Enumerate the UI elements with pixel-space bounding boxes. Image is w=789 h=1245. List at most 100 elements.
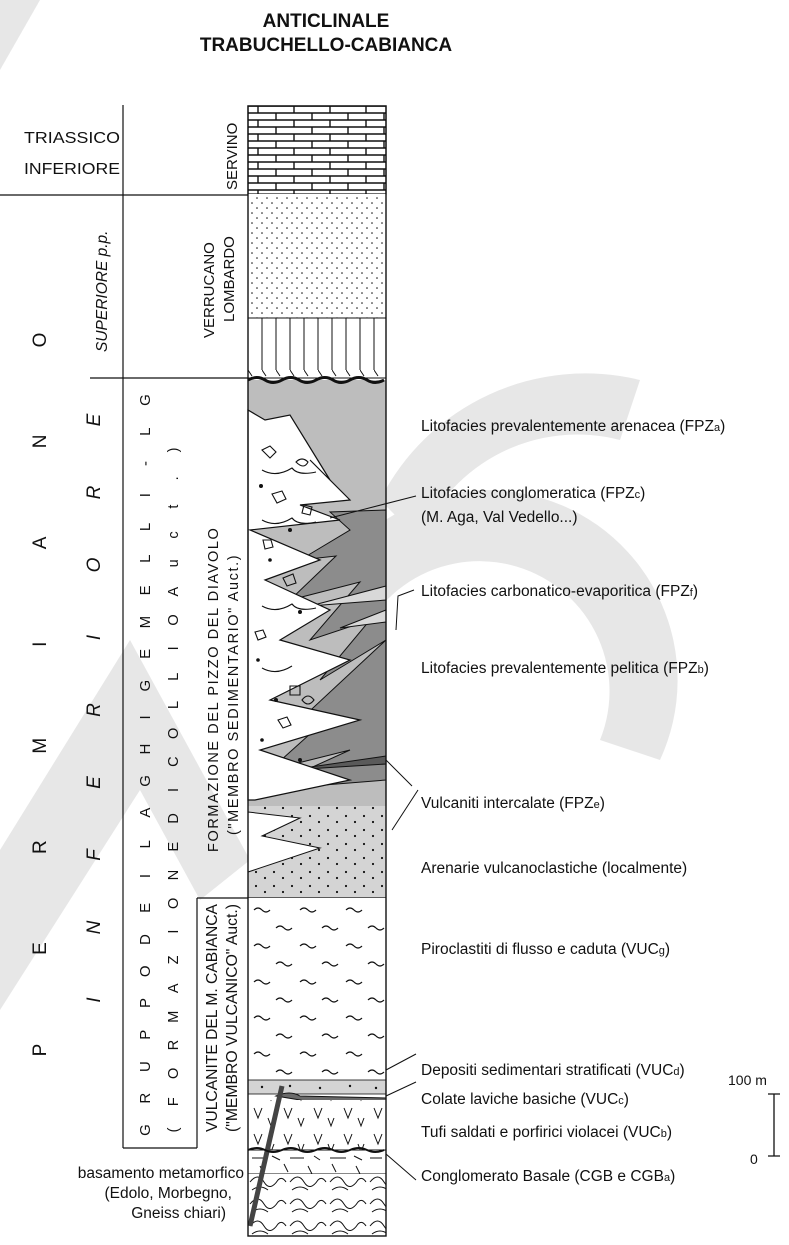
inferiore-letters-letter: F (84, 848, 105, 861)
unconformity-lower (247, 1147, 385, 1153)
legend-item-text: Litofacies prevalentemente arenacea (FPZ (421, 418, 714, 435)
legend-item: Colate laviche basiche (VUCc) (421, 1091, 629, 1108)
formazione-collio-label: (F O R M A Z I O N E D I C O L L I O Au c t.) (166, 448, 182, 1133)
legend-item: Tufi saldati e porfirici violacei (VUCb) (421, 1124, 672, 1141)
legend-item-text: Litofacies prevalentemente pelitica (FPZ (421, 660, 698, 677)
gruppo-letters-letter: - (137, 461, 154, 466)
legend-item-subscript: e (594, 799, 600, 811)
legend-item: Piroclastiti di flusso e caduta (VUCg) (421, 941, 670, 958)
stratigraphic-column (247, 105, 387, 1237)
basement-label-3: Gneiss chiari) (131, 1205, 226, 1222)
lower-permian-vertical-label: I N F E R I O R E (84, 413, 105, 1002)
inferiore-letters-letter: O (84, 557, 105, 572)
gruppo-letters-letter: I (137, 493, 154, 497)
unconformity-upper (247, 376, 385, 384)
legend-item: Litofacies carbonatico-evaporitica (FPZf… (421, 583, 698, 600)
gruppo-letters-letter: G (137, 680, 154, 692)
gruppo-letters-letter: H (137, 744, 154, 755)
gruppo-letters-letter: M (137, 616, 154, 629)
collio-letters-letter: I (166, 788, 182, 792)
inferiore-letters-letter: E (84, 413, 105, 426)
piroclastiti-layer (248, 898, 386, 1080)
collio-letters-letter: O (166, 728, 182, 739)
inferiore-letters-letter: I (84, 997, 105, 1003)
legend-item: Litofacies prevalentemente arenacea (FPZ… (421, 418, 725, 435)
gruppo-letters-letter: A (137, 808, 154, 818)
triassic-label-1: TRIASSICO (24, 130, 120, 147)
legend-item: (M. Aga, Val Vedello...) (421, 509, 578, 526)
servino-layer (247, 105, 387, 195)
legend-item-subscript: a (714, 422, 721, 434)
gruppo-letters-letter: P (137, 1030, 154, 1040)
collio-letters-letter: O (166, 1068, 182, 1079)
gruppo-letters-letter: L (137, 428, 154, 436)
collio-letters-letter: A (166, 983, 182, 993)
legend-item-text: (M. Aga, Val Vedello...) (421, 509, 578, 526)
collio-letters-letter: D (166, 813, 182, 823)
legend-item: Conglomerato Basale (CGB e CGBa) (421, 1168, 675, 1185)
legend-item-subscript: a (664, 1172, 671, 1184)
collio-letters-letter: I (166, 646, 182, 650)
gruppo-letters-letter: L (137, 523, 154, 531)
gruppo-letters-letter: L (137, 555, 154, 563)
legend-item-text: Vulcaniti intercalate (FPZ (421, 795, 594, 812)
legend-item-end: ) (680, 1062, 685, 1079)
legend-item-text: Piroclastiti di flusso e caduta (VUC (421, 941, 659, 958)
legend: Litofacies prevalentemente arenacea (FPZ… (421, 418, 725, 1185)
permian-letters-letter: E (30, 942, 51, 955)
collio-letters-letter: t (166, 505, 182, 509)
legend-item-text: Conglomerato Basale (CGB e CGB (421, 1168, 664, 1185)
inferiore-letters-letter: N (84, 920, 105, 934)
clasts (254, 445, 317, 729)
inferiore-letters-letter: E (84, 776, 105, 789)
inferiore-letters-letter: I (84, 634, 105, 640)
legend-item-end: ) (600, 795, 605, 812)
gruppo-letters-letter: E (137, 649, 154, 659)
legend-item-subscript: g (659, 945, 665, 957)
basement-layer (248, 1174, 386, 1236)
legend-item-subscript: c (635, 489, 641, 501)
legend-item-end: ) (704, 660, 709, 677)
permian-letters-letter: A (30, 536, 51, 549)
legend-item-end: ) (720, 418, 725, 435)
legend-item: Depositi sedimentari stratificati (VUCd) (421, 1062, 685, 1079)
legend-item-subscript: c (618, 1095, 624, 1107)
inferiore-letters-letter: R (84, 485, 105, 499)
triassic-label-2: INFERIORE (24, 161, 120, 178)
gruppo-letters-letter: I (137, 874, 154, 878)
legend-item-end: ) (667, 1124, 672, 1141)
gruppo-letters-letter: U (137, 1061, 154, 1072)
legend-item-end: ) (693, 583, 698, 600)
vulcanite-cabianca-label: VULCANITE DEL M. CABIANCA (204, 903, 221, 1132)
collio-letters-letter: C (166, 756, 182, 766)
legend-item-end: ) (665, 941, 670, 958)
basement-label-2: (Edolo, Morbegno, (104, 1185, 232, 1202)
legend-item-subscript: f (690, 587, 694, 599)
basement-label-1: basamento metamorfico (78, 1165, 244, 1182)
collio-letters-letter: M (166, 1011, 182, 1023)
upper-permian-label: SUPERIORE p.p. (94, 231, 111, 352)
collio-letters-letter: u (166, 559, 182, 567)
depositi-dots (260, 1084, 378, 1090)
collio-letters-letter: L (166, 701, 182, 709)
gruppo-letters-letter: P (137, 998, 154, 1008)
collio-letters-letter: E (166, 842, 182, 852)
verrucano-label-1: VERRUCANO (201, 242, 218, 338)
leader-lines (329, 495, 419, 1181)
collio-letters-letter: . (166, 476, 182, 480)
collio-letters-letter: F (166, 1097, 182, 1106)
title-line-1: ANTICLINALE (263, 11, 390, 32)
legend-item-end: ) (670, 1168, 675, 1185)
permian-letters-letter: M (30, 738, 51, 754)
gruppo-letters-letter: O (137, 965, 154, 977)
gruppo-laghi-gemelli-label: G R U P P O D E I L A G H I G E M E L L I - L G (137, 394, 154, 1136)
table-frame (0, 105, 248, 1149)
permian-letters-letter: N (30, 435, 51, 449)
collio-letters-letter: N (166, 870, 182, 880)
permian-letters-letter: R (30, 840, 51, 854)
verrucano-lower-layer (247, 317, 387, 379)
permian-letters-letter: I (30, 642, 51, 647)
servino-label: SERVINO (224, 123, 241, 190)
legend-item-text: Tufi saldati e porfirici violacei (VUC (421, 1124, 661, 1141)
